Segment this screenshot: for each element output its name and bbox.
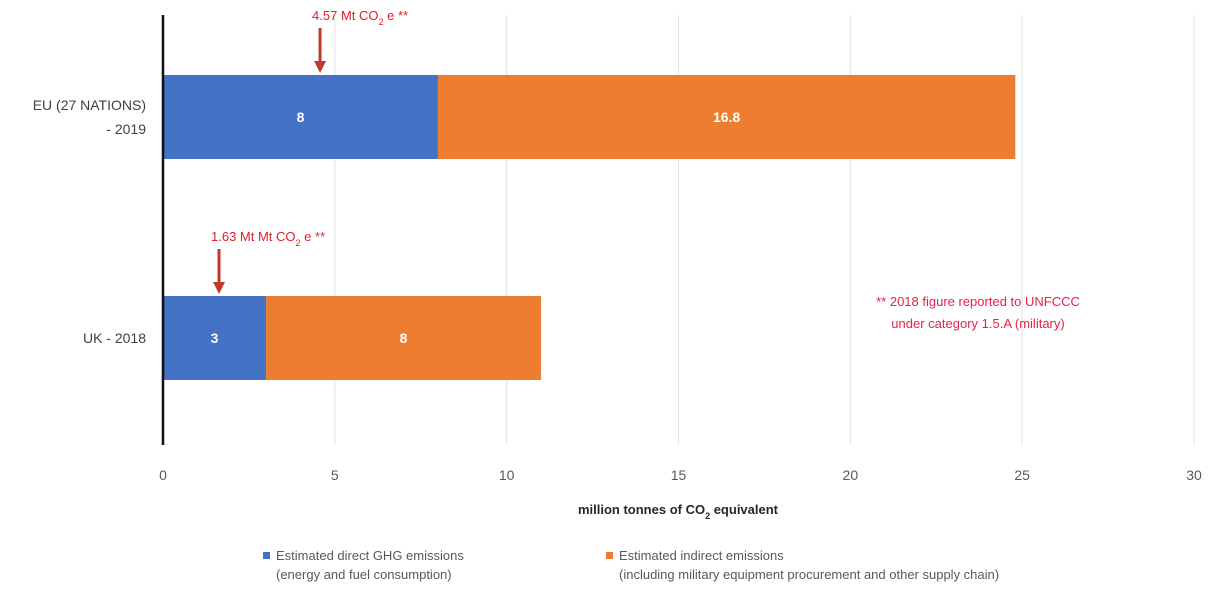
annotation-label: 1.63 Mt Mt CO2 e **	[211, 229, 325, 248]
bar-segment	[163, 296, 267, 380]
annotation-label: 4.57 Mt CO2 e **	[312, 8, 408, 27]
x-tick-label: 0	[159, 467, 167, 483]
annotation-arrow	[213, 249, 226, 294]
annotations: 4.57 Mt CO2 e ** 1.63 Mt Mt CO2 e **	[211, 8, 408, 294]
legend-swatch-direct	[263, 552, 270, 559]
x-axis-label: million tonnes of CO2 equivalent	[578, 502, 779, 521]
x-tick-label: 10	[499, 467, 515, 483]
footnote: ** 2018 figure reported to UNFCCC under c…	[876, 294, 1080, 331]
bar-segment	[437, 75, 1016, 159]
category-labels: EU (27 NATIONS) - 2019 UK - 2018	[33, 97, 147, 346]
annotation-arrow	[314, 28, 327, 73]
bar-value-label: 16.8	[713, 109, 740, 125]
legend-label-indirect-line1: Estimated indirect emissions	[619, 548, 784, 563]
legend-swatch-indirect	[606, 552, 613, 559]
legend-item-direct: Estimated direct GHG emissions (energy a…	[263, 546, 464, 584]
legend-label-indirect-line2: (including military equipment procuremen…	[619, 567, 1000, 582]
legend-label-direct-line2: (energy and fuel consumption)	[276, 567, 452, 582]
chart: 8 16.8 3 8 0 5 10 15 20 25 30 EU (27 NATIONS) - 20…	[33, 8, 1202, 521]
footnote-line: ** 2018 figure reported to UNFCCC	[876, 294, 1080, 309]
legend-item-indirect: Estimated indirect emissions (including …	[606, 546, 999, 584]
category-label: - 2019	[106, 121, 146, 137]
bars: 8 16.8 3 8	[163, 75, 1016, 380]
category-label: UK - 2018	[83, 330, 146, 346]
legend-label-direct-line1: Estimated direct GHG emissions	[276, 548, 464, 563]
x-tick-label: 25	[1014, 467, 1030, 483]
footnote-line: under category 1.5.A (military)	[891, 316, 1064, 331]
bar-segment	[266, 296, 542, 380]
bar-segment	[163, 75, 438, 159]
category-label: EU (27 NATIONS)	[33, 97, 146, 113]
bar-value-label: 8	[297, 109, 305, 125]
bar-value-label: 3	[211, 330, 219, 346]
x-tick-label: 5	[331, 467, 339, 483]
x-tick-label: 20	[843, 467, 859, 483]
x-tick-label: 30	[1186, 467, 1202, 483]
x-tick-label: 15	[671, 467, 687, 483]
x-tick-labels: 0 5 10 15 20 25 30	[159, 467, 1202, 483]
bar-value-label: 8	[400, 330, 408, 346]
